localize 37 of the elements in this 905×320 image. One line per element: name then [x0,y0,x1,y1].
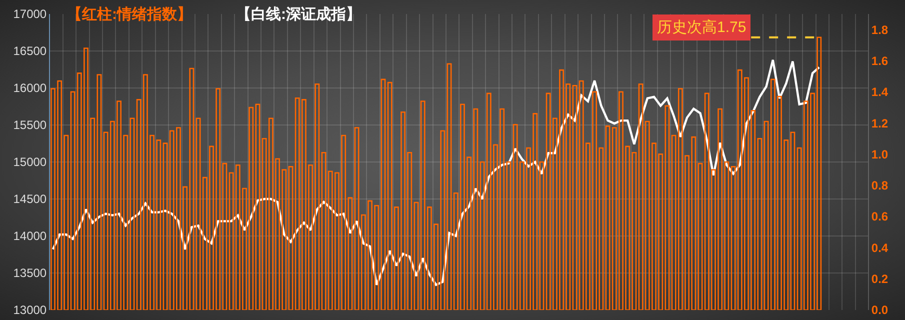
bar [162,142,168,310]
bar [255,104,260,310]
bar [288,166,294,310]
bar [446,63,452,310]
bar [130,118,135,310]
y-tick-label: 13000 [13,303,47,318]
bar [572,85,578,310]
y2-tick-label: 0.0 [871,303,888,318]
bar [605,126,610,310]
bar [730,166,736,310]
line-series [52,58,820,286]
y-tick-label: 15500 [13,118,47,132]
bar [539,161,544,310]
bar [321,152,326,310]
y-tick-label: 15000 [13,155,47,170]
y2-tick-label: 0.6 [871,210,888,224]
bar [196,118,201,310]
y2-tick-label: 1.4 [871,85,888,100]
y-tick-label: 16500 [13,44,47,58]
bar [664,105,670,310]
y2-tick-label: 0.2 [871,272,888,286]
annotation: 历史次高1.75 [657,19,746,36]
y-tick-label: 13500 [13,266,47,280]
y2-tick-label: 1.2 [871,116,888,130]
y2-tick-label: 1.8 [871,22,888,37]
y-tick-label: 17000 [13,7,47,22]
bar [414,202,419,310]
y-tick-label: 14000 [13,229,47,244]
y-tick-label: 16000 [13,81,47,96]
y2-tick-label: 0.4 [871,240,888,255]
text: 【红柱:情绪指数】 [67,6,192,23]
bar [698,162,703,310]
y-tick-label: 14500 [13,192,47,206]
y2-tick-label: 1.6 [871,54,888,68]
y2-tick-label: 0.8 [871,178,888,193]
text: 【白线:深证成指】 [236,6,361,23]
y2-tick-label: 1.0 [871,147,888,162]
